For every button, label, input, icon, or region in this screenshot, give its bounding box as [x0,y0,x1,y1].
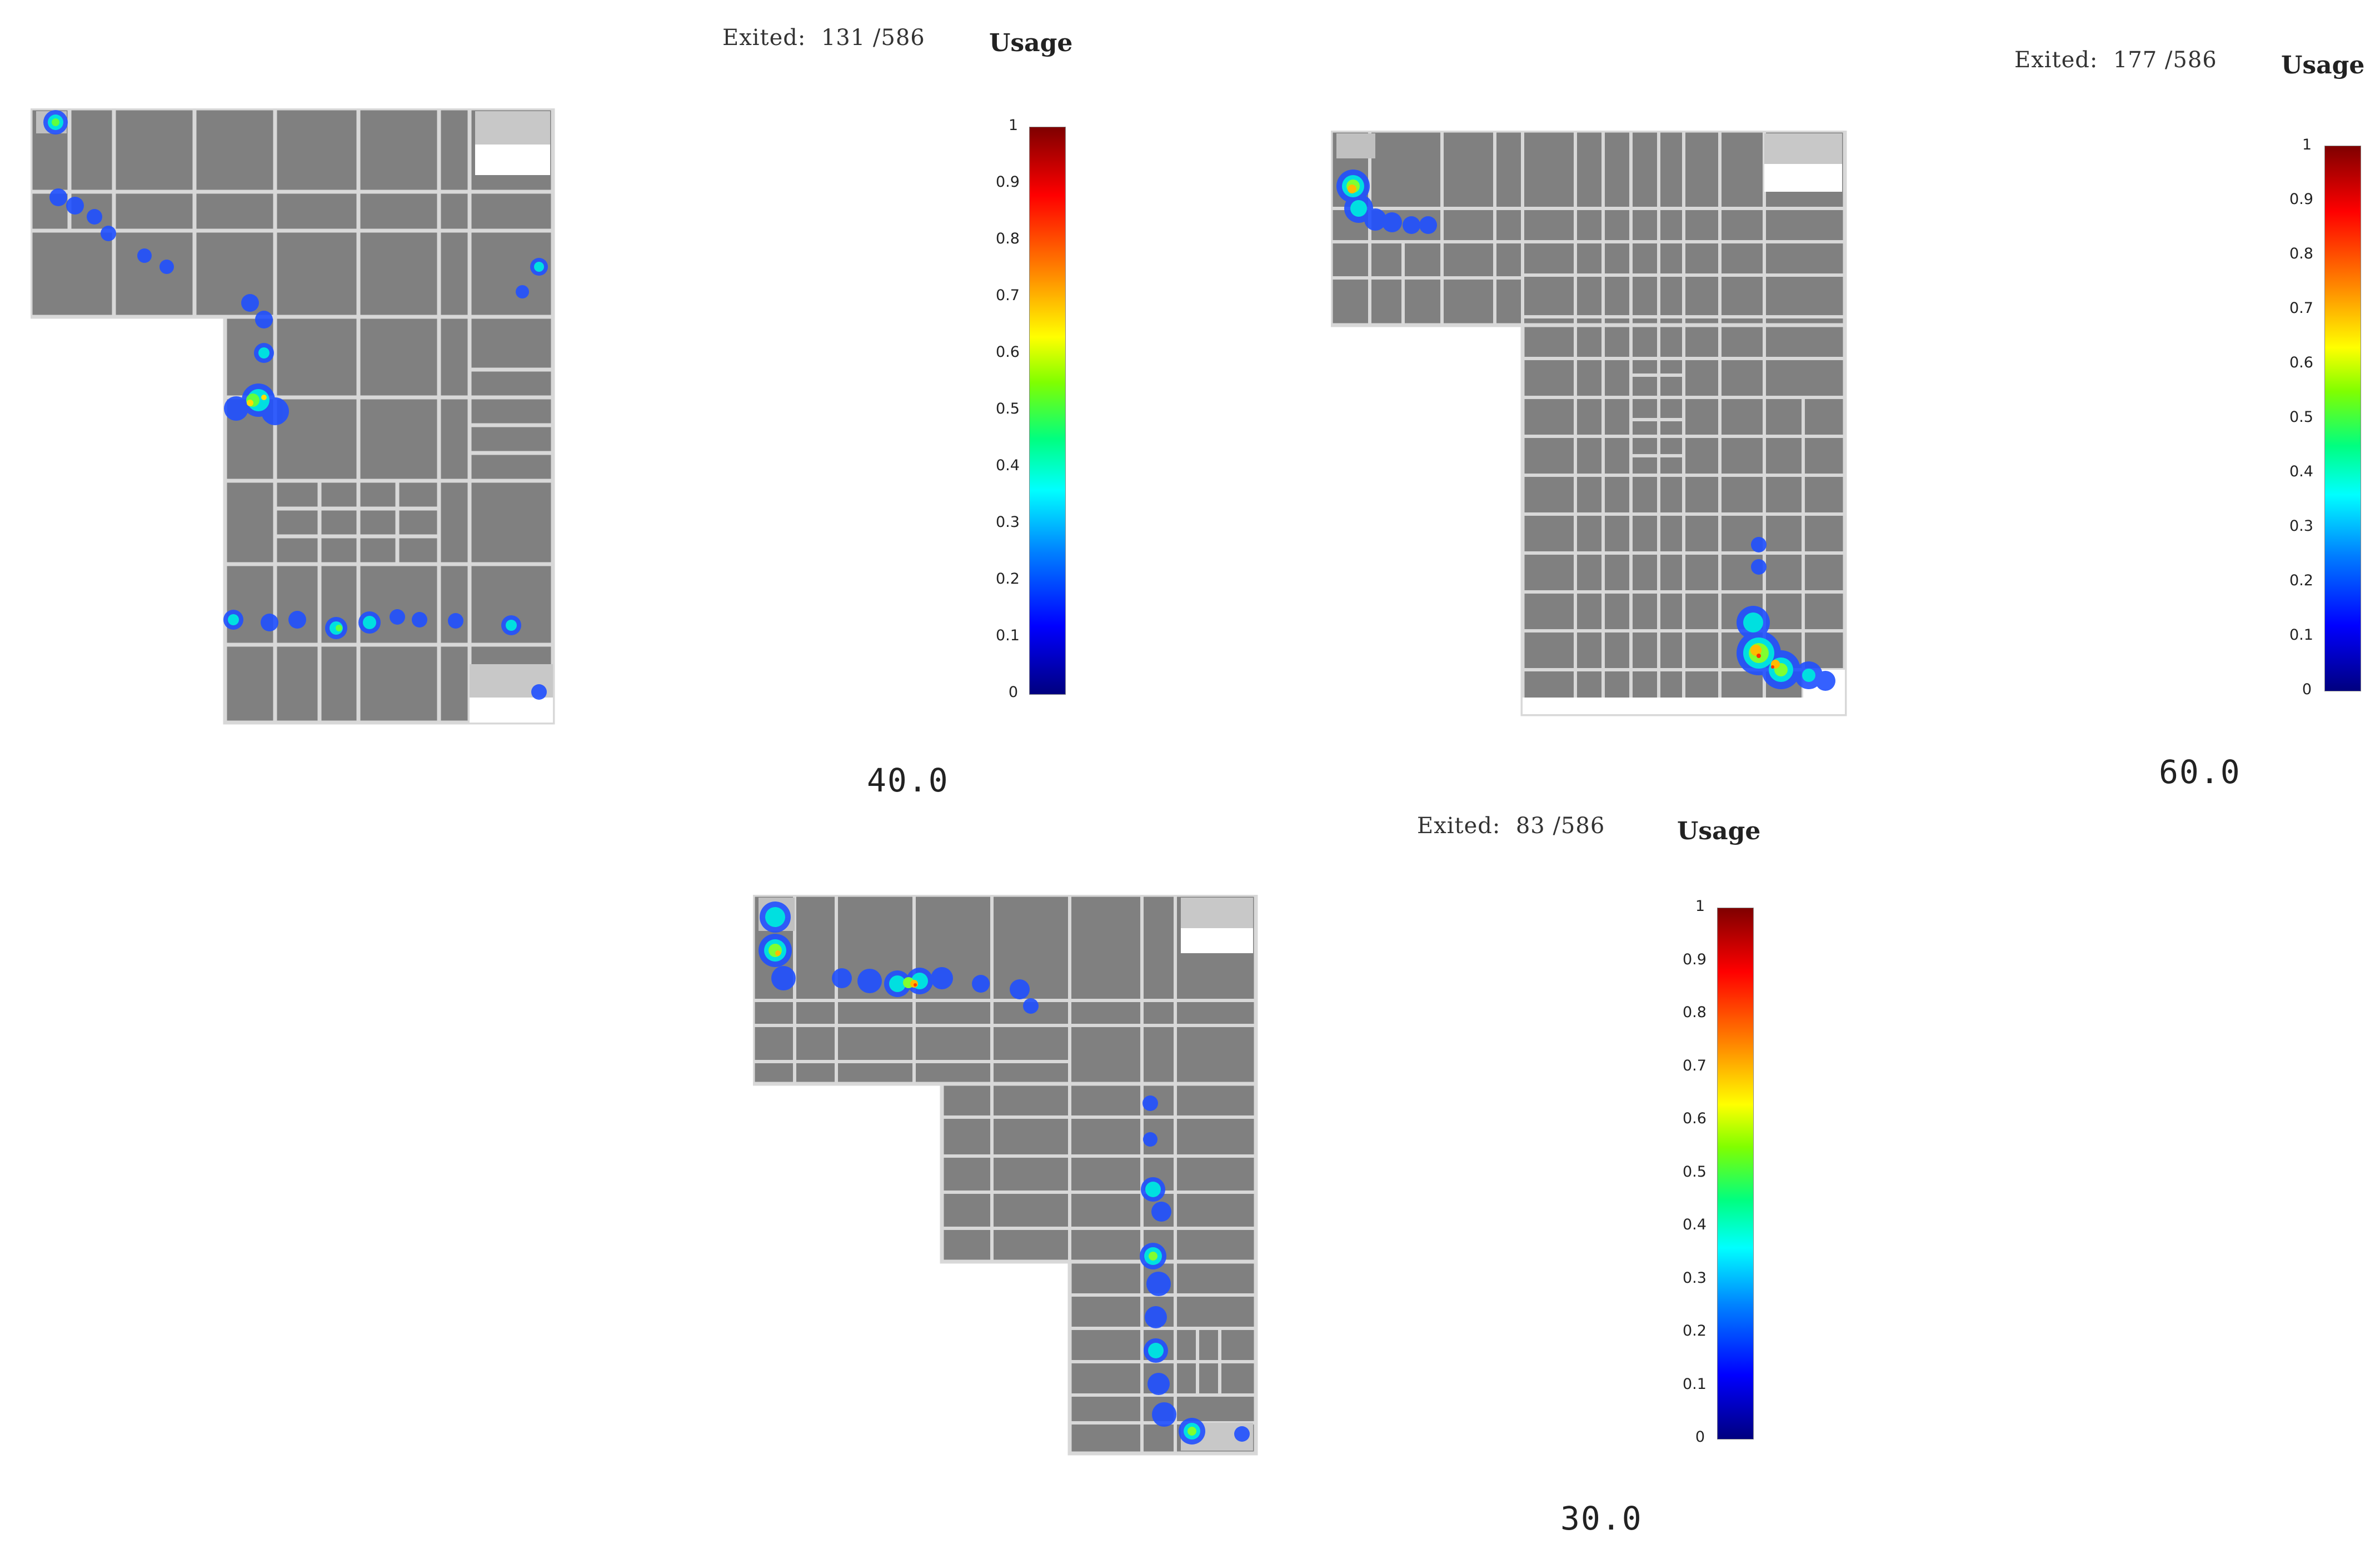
tick-label: 0.5 [996,400,1020,417]
tick-label: 0.3 [1683,1269,1707,1287]
tick-label: 0 [2302,681,2312,698]
usage-title: Usage [1677,817,1761,845]
tick-label: 0.2 [996,570,1020,587]
exited-counter: Exited: 83 /586 [1417,813,1605,839]
tick-label: 0.2 [1683,1322,1707,1339]
exited-counter: Exited: 177 /586 [2014,47,2217,73]
tick-label: 0.5 [2289,409,2313,426]
tick-label: 0.5 [1683,1163,1707,1181]
time-readout: 30.0 [1560,1500,1643,1537]
tick-label: 0.9 [2289,191,2313,208]
tick-label: 0.7 [2289,300,2313,317]
usage-title: Usage [2281,51,2365,79]
tick-label: 0.9 [996,173,1020,191]
floor-plan-1 [31,108,558,725]
tick-label: 0.4 [1683,1216,1707,1233]
usage-colorbar [1029,127,1066,695]
tick-label: 0.6 [2289,354,2313,371]
tick-label: 0.7 [1683,1057,1707,1074]
tick-label: 0.8 [996,230,1020,247]
floor-plan-3 [753,895,1264,1456]
time-readout: 40.0 [867,761,949,799]
tick-label: 0.8 [1683,1004,1707,1021]
tick-label: 0.6 [996,343,1020,361]
tick-label: 1 [1695,898,1705,915]
tick-label: 0.1 [2289,626,2313,644]
tick-label: 0.3 [996,514,1020,531]
tick-label: 0.4 [996,457,1020,474]
tick-label: 0.2 [2289,572,2313,589]
heat-trail [43,110,548,700]
tick-label: 0 [1695,1428,1705,1446]
heat-trail [1336,170,1835,691]
tick-label: 0.4 [2289,463,2313,480]
tick-label: 0 [1008,684,1018,701]
usage-colorbar [1717,908,1754,1440]
tick-label: 1 [2302,136,2312,153]
exited-counter: Exited: 131 /586 [722,25,925,51]
usage-title: Usage [989,29,1073,57]
tick-label: 0.1 [1683,1376,1707,1393]
tick-label: 1 [1008,117,1018,134]
tick-label: 0.3 [2289,517,2313,535]
floor-plan-2 [1331,131,1850,720]
usage-colorbar [2324,146,2361,691]
tick-label: 0.1 [996,627,1020,644]
tick-label: 0.7 [996,287,1020,304]
tick-label: 0.8 [2289,245,2313,262]
tick-label: 0.9 [1683,951,1707,968]
heat-trail [759,901,1250,1445]
tick-label: 0.6 [1683,1110,1707,1127]
time-readout: 60.0 [2159,753,2241,791]
